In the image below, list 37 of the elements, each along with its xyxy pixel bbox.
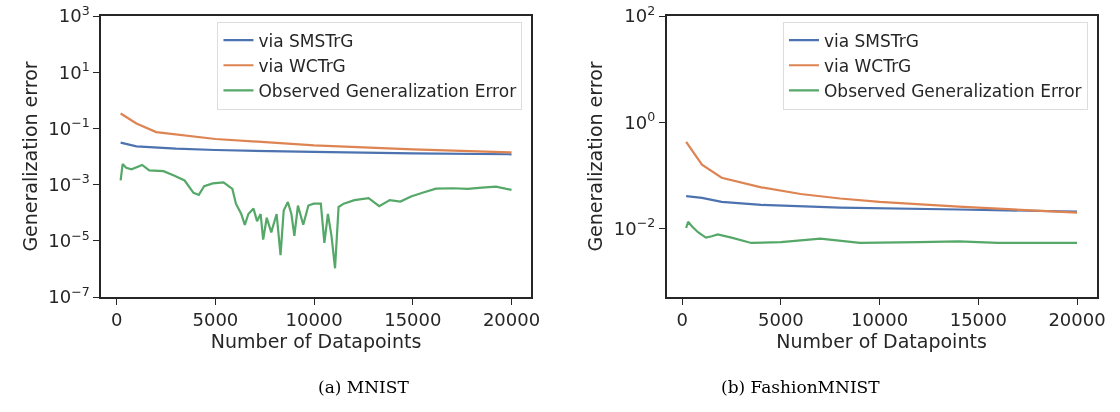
x-tick-label: 5000 [192,309,239,331]
x-tick-label: 15000 [949,309,1007,331]
y-axis-title: Generalization error [18,61,41,252]
legend-label: Observed Generalization Error [258,81,517,101]
y-tick-label: 10$^{1}$ [58,58,90,83]
y-tick-label: 10$^{−5}$ [48,227,90,252]
line-series [685,195,1079,213]
y-tick-label: 10$^{0}$ [624,109,656,133]
legend-label: via SMSTrG [823,30,919,51]
y-tick-label: 10$^{−7}$ [48,283,90,308]
line-series [119,112,513,154]
y-tick-label: 10$^{−1}$ [48,115,90,139]
text: (a) MNIST [318,377,410,397]
x-tick-label: 0 [110,309,123,331]
x-axis-title: Number of Datapoints [210,330,422,353]
x-tick-label: 10000 [285,309,343,331]
text: (b) FashionMNIST [721,377,881,397]
y-tick-label: 10$^{2}$ [624,2,656,27]
legend-label: via WCTrG [258,55,346,76]
line-series [119,162,513,270]
line-series [119,141,513,156]
x-tick-label: 5000 [757,309,804,331]
x-axis-title: Number of Datapoints [776,330,987,353]
line-series [685,140,1079,214]
y-tick-label: 10$^{−3}$ [48,171,90,195]
y-tick-label: 10$^{−2}$ [613,215,656,240]
legend-label: Observed Generalization Error [823,81,1082,101]
x-tick-label: 15000 [384,309,442,331]
y-axis-title: Generalization error [584,61,607,252]
legend-label: via WCTrG [823,55,912,76]
legend-label: via SMSTrG [258,30,354,51]
x-tick-label: 0 [676,309,688,331]
line-series [685,220,1079,245]
x-tick-label: 20000 [482,309,541,331]
y-tick-label: 10$^{3}$ [58,2,90,27]
x-tick-label: 20000 [1048,309,1106,331]
x-tick-label: 10000 [850,309,909,331]
